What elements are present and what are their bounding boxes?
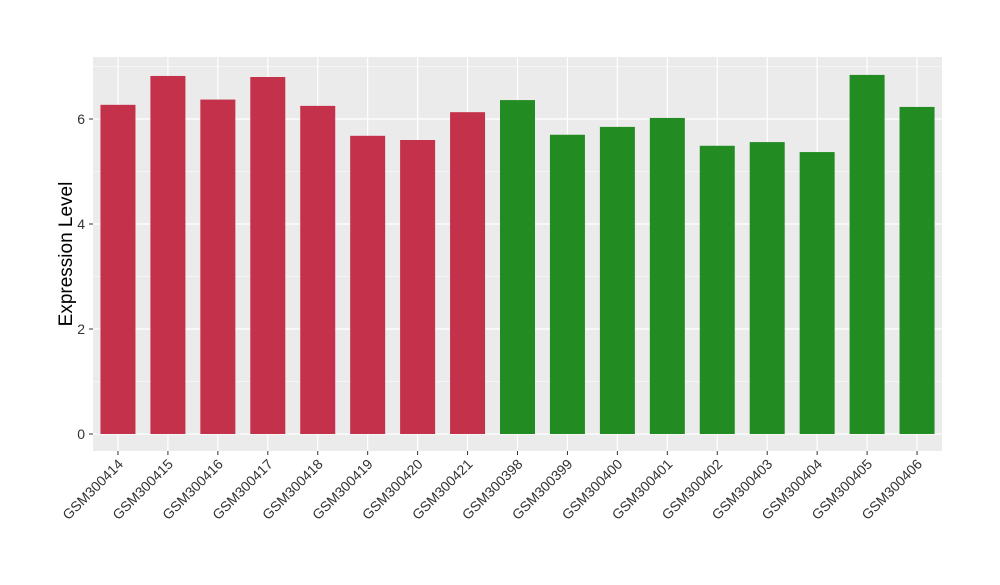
bar-GSM300401 xyxy=(649,117,685,434)
bar-GSM300417 xyxy=(250,77,286,434)
bars xyxy=(100,74,935,435)
bar-GSM300398 xyxy=(500,100,535,434)
x-axis: GSM300414GSM300415GSM300416GSM300417GSM3… xyxy=(59,451,925,523)
bar-GSM300399 xyxy=(549,134,585,434)
y-axis: 0 2 4 6 xyxy=(77,111,93,442)
bar-GSM300400 xyxy=(599,126,635,434)
y-tick-label: 0 xyxy=(77,426,85,442)
bar-GSM300405 xyxy=(849,74,885,435)
bar-GSM300402 xyxy=(699,145,735,434)
bar-GSM300418 xyxy=(300,105,336,434)
bar-GSM300414 xyxy=(100,104,136,434)
bar-GSM300419 xyxy=(350,135,386,435)
y-axis-label: Expression Level xyxy=(56,182,77,327)
bar-GSM300420 xyxy=(400,140,436,434)
bar-GSM300421 xyxy=(450,112,486,435)
y-tick-label: 4 xyxy=(77,216,85,232)
y-tick-label: 6 xyxy=(77,111,85,127)
bar-GSM300406 xyxy=(899,106,935,435)
y-tick-label: 2 xyxy=(77,321,85,337)
bar-GSM300415 xyxy=(150,75,186,434)
bar-GSM300403 xyxy=(749,142,785,434)
bar-GSM300416 xyxy=(200,99,236,434)
bar-GSM300404 xyxy=(799,152,835,434)
